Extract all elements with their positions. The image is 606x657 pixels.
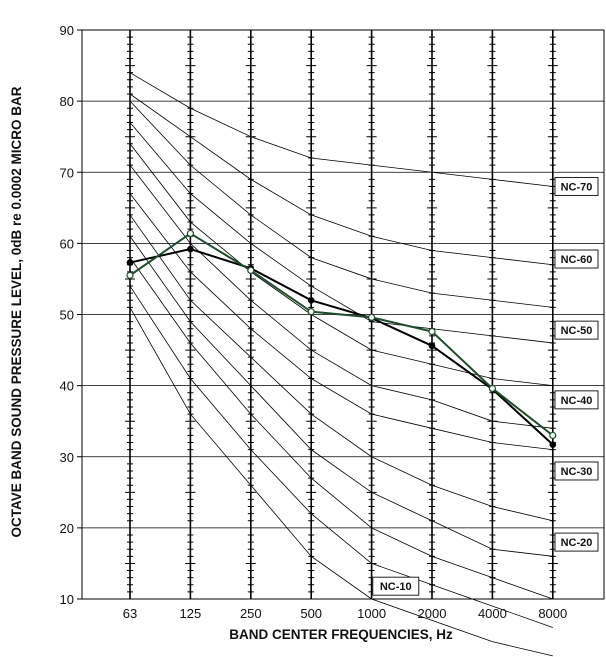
nc-curves bbox=[130, 73, 553, 656]
series-line bbox=[130, 233, 553, 435]
series-point-open bbox=[127, 272, 133, 278]
nc-label-text: NC-50 bbox=[561, 325, 593, 337]
y-tick-labels: 10 20 30 40 50 60 70 80 90 bbox=[60, 23, 74, 607]
nc-label: NC-20 bbox=[555, 533, 598, 551]
series-point-filled bbox=[308, 297, 315, 304]
nc-label: NC-60 bbox=[555, 250, 598, 268]
y-tick-label: 10 bbox=[60, 592, 74, 607]
y-tick-label: 80 bbox=[60, 94, 74, 109]
series-point-filled bbox=[550, 441, 557, 448]
nc-label-text: NC-70 bbox=[561, 181, 593, 193]
y-tick-label: 60 bbox=[60, 236, 74, 251]
y-tick-label: 40 bbox=[60, 379, 74, 394]
nc-curve bbox=[130, 101, 553, 307]
y-tick-label: 50 bbox=[60, 308, 74, 323]
series-point-open bbox=[308, 309, 314, 315]
series-point-open bbox=[550, 432, 556, 438]
y-tick-label: 30 bbox=[60, 450, 74, 465]
x-tick-label: 63 bbox=[123, 606, 137, 621]
y-tick-label: 70 bbox=[60, 165, 74, 180]
x-tick-label: 250 bbox=[240, 606, 262, 621]
x-tick-labels: 63 125 250 500 1000 2000 4000 8000 bbox=[123, 606, 567, 621]
nc-label: NC-40 bbox=[555, 391, 598, 409]
nc-label-text: NC-40 bbox=[561, 395, 593, 407]
nc-label-text: NC-60 bbox=[561, 254, 593, 266]
series-point-filled bbox=[127, 259, 134, 266]
nc-curve bbox=[130, 144, 553, 386]
series-point-open bbox=[248, 267, 254, 273]
series-point-filled bbox=[429, 342, 436, 349]
y-axis-label: OCTAVE BAND SOUND PRESSURE LEVEL, 0dB re… bbox=[9, 86, 24, 537]
nc-curve bbox=[130, 73, 553, 187]
nc-label-text: NC-10 bbox=[380, 581, 412, 593]
series-point-open bbox=[489, 385, 495, 391]
x-tick-label: 2000 bbox=[418, 606, 447, 621]
x-tick-label: 4000 bbox=[478, 606, 507, 621]
nc-label: NC-70 bbox=[555, 177, 598, 195]
series-point-open bbox=[369, 314, 375, 320]
x-axis-label: BAND CENTER FREQUENCIES, Hz bbox=[229, 627, 453, 642]
nc-label: NC-30 bbox=[555, 462, 598, 480]
series-point-open bbox=[187, 230, 193, 236]
nc-label-text: NC-30 bbox=[561, 466, 593, 478]
nc-labels: NC-70 NC-60 NC-50 NC-40 NC-30 NC-20 NC-10 bbox=[373, 177, 598, 595]
nc-curve bbox=[130, 307, 553, 656]
x-tick-label: 125 bbox=[180, 606, 202, 621]
nc-label-text: NC-20 bbox=[561, 537, 593, 549]
y-tick-label: 90 bbox=[60, 23, 74, 38]
x-tick-label: 1000 bbox=[357, 606, 386, 621]
x-tick-label: 500 bbox=[300, 606, 322, 621]
series-point-filled bbox=[187, 246, 194, 253]
nc-label: NC-50 bbox=[555, 321, 598, 339]
x-tick-label: 8000 bbox=[538, 606, 567, 621]
nc-10-label: NC-10 bbox=[373, 577, 419, 595]
series-point-open bbox=[429, 329, 435, 335]
y-tick-label: 20 bbox=[60, 521, 74, 536]
